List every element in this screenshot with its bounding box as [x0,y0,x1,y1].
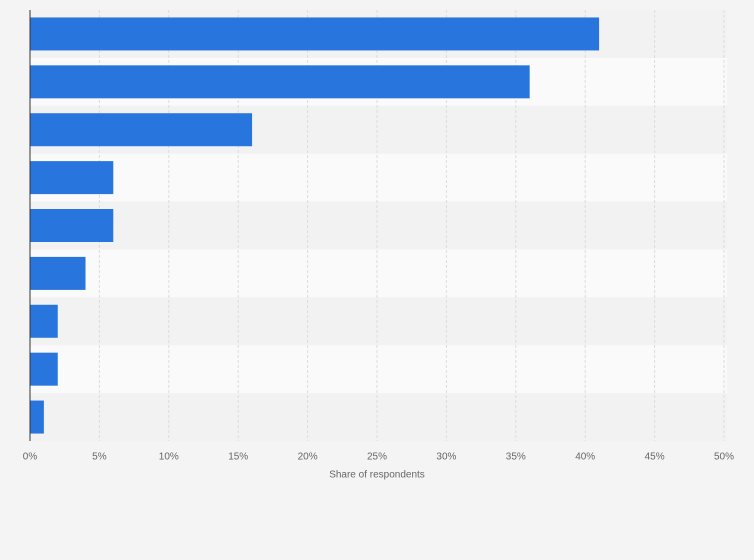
x-tick-label: 20% [298,452,318,463]
bar [30,161,114,195]
row-band [30,297,727,346]
bar [30,17,600,51]
row-band [30,153,727,202]
bar [30,65,530,99]
x-tick-label: 10% [159,452,179,463]
row-band [30,249,727,298]
x-tick-label: 25% [367,452,387,463]
row-bands [30,10,727,441]
bar [30,256,86,290]
x-tick-label: 15% [228,452,248,463]
bar [30,304,58,338]
x-tick-label: 35% [506,452,526,463]
bar [30,113,253,147]
x-tick-label: 40% [575,452,595,463]
x-tick-label: 50% [714,452,734,463]
x-tick-label: 0% [23,452,38,463]
row-band [30,393,727,441]
bar [30,209,114,242]
row-band [30,345,727,394]
x-tick-label: 30% [436,452,456,463]
bar [30,400,44,434]
x-tick-label: 5% [92,452,107,463]
x-axis-title: Share of respondents [329,470,425,481]
x-tick-label: 45% [645,452,665,463]
row-band [30,201,727,250]
bar [30,352,58,386]
